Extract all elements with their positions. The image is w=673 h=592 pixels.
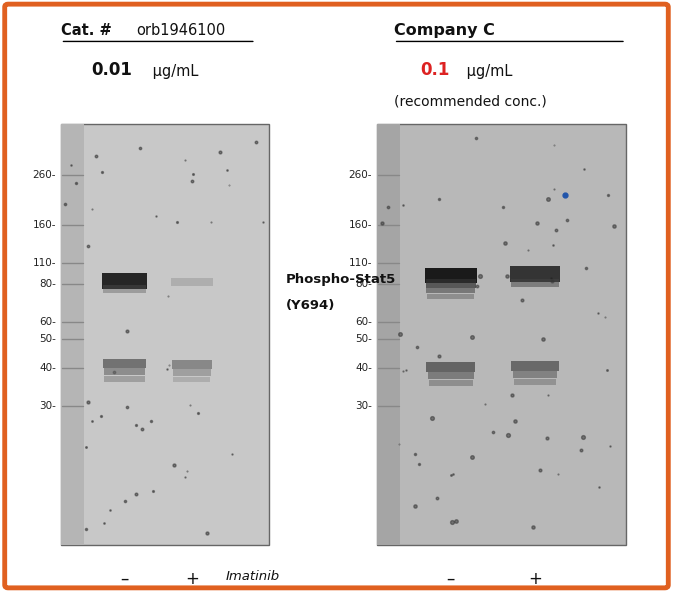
Text: –: – (120, 570, 129, 587)
Text: 50-: 50- (39, 334, 56, 344)
Text: 160-: 160- (349, 220, 372, 230)
Text: +: + (185, 570, 199, 587)
Bar (61, 124, 269, 545)
Bar (428, 372, 474, 379)
Bar (377, 124, 400, 545)
Bar (511, 279, 559, 287)
Bar (427, 288, 475, 294)
Text: 0.01: 0.01 (91, 61, 132, 79)
Text: Imatinib: Imatinib (225, 570, 279, 583)
Text: 80-: 80- (39, 279, 56, 289)
Bar (510, 266, 560, 282)
Bar (377, 124, 626, 545)
Text: μg/mL: μg/mL (148, 64, 199, 79)
Text: Phospho-Stat5: Phospho-Stat5 (286, 273, 396, 286)
Text: +: + (528, 570, 542, 587)
Text: 110-: 110- (349, 258, 372, 268)
Text: 30-: 30- (355, 401, 372, 411)
Text: 60-: 60- (39, 317, 56, 327)
Text: Cat. #: Cat. # (61, 24, 116, 38)
Text: 40-: 40- (39, 363, 56, 373)
Bar (425, 279, 476, 288)
Bar (514, 379, 556, 385)
Bar (427, 362, 475, 372)
Bar (429, 380, 473, 386)
Text: orb1946100: orb1946100 (136, 24, 225, 38)
Text: 30-: 30- (39, 401, 56, 411)
Text: μg/mL: μg/mL (462, 64, 513, 79)
Text: 260-: 260- (32, 170, 56, 180)
Bar (102, 273, 147, 289)
Text: 160-: 160- (32, 220, 56, 230)
Text: 50-: 50- (355, 334, 372, 344)
Bar (425, 268, 477, 282)
Text: 40-: 40- (355, 363, 372, 373)
Text: 80-: 80- (355, 279, 372, 289)
Text: 260-: 260- (349, 170, 372, 180)
Bar (104, 377, 145, 382)
Text: 60-: 60- (355, 317, 372, 327)
Text: Company C: Company C (394, 24, 495, 38)
Bar (104, 368, 145, 375)
Text: (recommended conc.): (recommended conc.) (394, 94, 546, 108)
Bar (427, 294, 474, 299)
Bar (511, 361, 559, 371)
Text: 0.1: 0.1 (421, 61, 450, 79)
Text: (Y694): (Y694) (286, 299, 335, 312)
Bar (103, 285, 146, 293)
Bar (172, 360, 212, 369)
Bar (61, 124, 84, 545)
Text: 110-: 110- (32, 258, 56, 268)
Bar (102, 359, 147, 368)
Text: –: – (447, 570, 455, 587)
Bar (172, 369, 211, 375)
Bar (174, 377, 210, 382)
Bar (171, 278, 213, 287)
Bar (513, 371, 557, 378)
